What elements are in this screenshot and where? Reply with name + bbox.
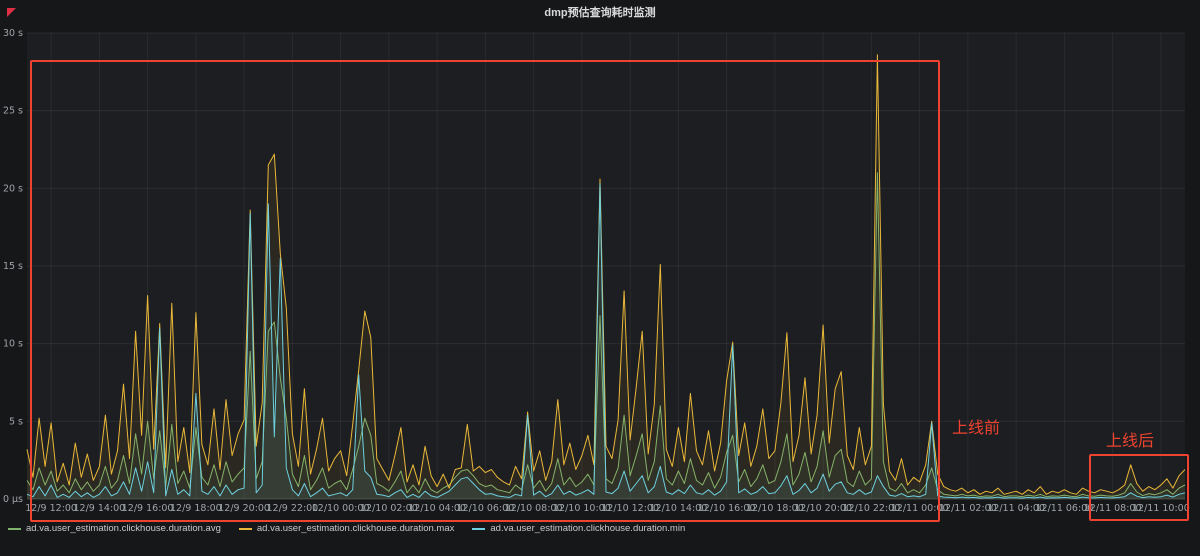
x-tick-label: 12/9 22:00 [267, 503, 319, 514]
panel-alert-corner-icon [7, 8, 16, 17]
legend-label-avg: ad.va.user_estimation.clickhouse.duratio… [26, 523, 221, 534]
x-tick-label: 12/10 06:00 [456, 503, 514, 514]
x-tick-label: 12/9 18:00 [170, 503, 222, 514]
legend-marker-max-icon [238, 527, 252, 530]
x-tick-label: 12/11 06:00 [1035, 503, 1093, 514]
x-tick-label: 12/11 10:00 [1132, 503, 1190, 514]
y-tick-label: 25 s [3, 106, 23, 117]
panel-header: dmp预估查询耗时监测 [0, 0, 1200, 24]
x-tick-label: 12/10 22:00 [842, 503, 900, 514]
x-tick-label: 12/9 16:00 [122, 503, 174, 514]
y-tick-label: 5 s [9, 416, 23, 427]
series-area-max [27, 54, 1185, 499]
x-tick-label: 12/10 00:00 [312, 503, 370, 514]
x-tick-label: 12/9 12:00 [25, 503, 77, 514]
legend-label-min: ad.va.user_estimation.clickhouse.duratio… [490, 523, 686, 534]
x-tick-label: 12/11 00:00 [891, 503, 949, 514]
x-tick-label: 12/11 02:00 [939, 503, 997, 514]
x-tick-label: 12/10 08:00 [505, 503, 563, 514]
x-tick-label: 12/10 10:00 [553, 503, 611, 514]
x-tick-label: 12/10 18:00 [746, 503, 804, 514]
panel-title[interactable]: dmp预估查询耗时监测 [544, 7, 656, 19]
x-tick-label: 12/11 08:00 [1084, 503, 1142, 514]
series-line-max [26, 54, 1186, 495]
y-tick-label: 10 s [3, 339, 23, 350]
y-tick-label: 0 μs [3, 494, 23, 505]
x-tick-label: 12/9 14:00 [74, 503, 126, 514]
y-tick-label: 20 s [3, 183, 23, 194]
legend: ad.va.user_estimation.clickhouse.duratio… [8, 523, 685, 534]
x-tick-label: 12/10 14:00 [649, 503, 707, 514]
x-tick-label: 12/10 16:00 [698, 503, 756, 514]
legend-item-max[interactable]: ad.va.user_estimation.clickhouse.duratio… [238, 523, 455, 534]
x-tick-label: 12/10 04:00 [408, 503, 466, 514]
legend-marker-min-icon [472, 527, 486, 530]
x-tick-label: 12/9 20:00 [218, 503, 270, 514]
y-tick-label: 30 s [3, 28, 23, 39]
x-tick-label: 12/11 04:00 [987, 503, 1045, 514]
y-tick-label: 15 s [3, 261, 23, 272]
legend-marker-avg-icon [8, 527, 21, 530]
legend-item-min[interactable]: ad.va.user_estimation.clickhouse.duratio… [472, 523, 685, 534]
x-tick-label: 12/10 20:00 [794, 503, 852, 514]
plot-background[interactable] [27, 33, 1185, 499]
legend-item-avg[interactable]: ad.va.user_estimation.clickhouse.duratio… [8, 523, 221, 534]
legend-label-max: ad.va.user_estimation.clickhouse.duratio… [256, 523, 455, 534]
x-tick-label: 12/10 12:00 [601, 503, 659, 514]
x-tick-label: 12/10 02:00 [360, 503, 418, 514]
series-line-min [26, 183, 1186, 499]
